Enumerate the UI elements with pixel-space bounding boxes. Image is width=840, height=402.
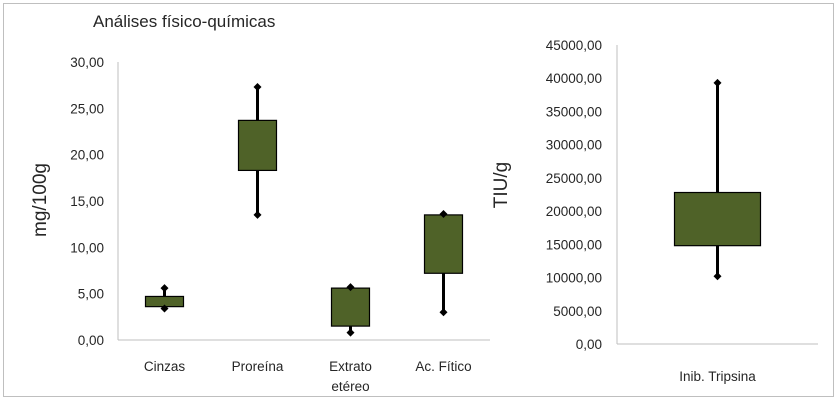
y-tick-label: 25000,00: [546, 171, 602, 186]
whisker-marker: [346, 328, 355, 337]
y-tick-label: 25,00: [70, 101, 104, 116]
box: [237, 119, 278, 172]
chart-trypsin-inhibitor: TIU/g 0,00 5000,00 10000,00 15000,00 20000,00…: [491, 38, 818, 384]
y-tick-label: 15000,00: [546, 237, 602, 252]
x-category-label: Cinzas: [144, 359, 186, 374]
whisker-marker: [713, 272, 722, 281]
box: [330, 287, 371, 327]
chart-title: Análises físico-químicas: [93, 12, 275, 31]
y-tick-label: 40000,00: [546, 71, 602, 86]
y-tick-label: 0,00: [78, 333, 104, 348]
whisker-marker: [346, 283, 355, 292]
x-category-label: Inib. Tripsina: [679, 369, 756, 384]
y-tick-label: 20,00: [70, 148, 104, 163]
whisker-marker: [253, 210, 262, 219]
y-tick-label: 35000,00: [546, 104, 602, 119]
box: [673, 191, 762, 247]
y-axis-label: TIU/g: [491, 162, 512, 208]
whisker-marker: [439, 209, 448, 218]
y-tick-label: 45000,00: [546, 38, 602, 53]
x-category-label: Extrato: [329, 359, 372, 374]
whisker-marker: [713, 78, 722, 87]
y-tick-label: 30,00: [70, 55, 104, 70]
x-category-label: Proreína: [232, 359, 284, 374]
whisker-marker: [439, 308, 448, 317]
x-category-label: etéreo: [331, 379, 369, 394]
y-tick-label: 5,00: [78, 287, 104, 302]
y-tick-label: 20000,00: [546, 204, 602, 219]
y-tick-label: 10000,00: [546, 271, 602, 286]
y-tick-label: 15,00: [70, 194, 104, 209]
y-tick-label: 0,00: [576, 337, 602, 352]
whisker-marker: [160, 284, 169, 293]
x-category-label: Ac. Fítico: [415, 359, 471, 374]
y-tick-label: 5000,00: [553, 304, 602, 319]
y-axis-label: mg/100g: [30, 163, 51, 237]
y-tick-label: 30000,00: [546, 138, 602, 153]
y-tick-label: 10,00: [70, 240, 104, 255]
box: [423, 214, 464, 274]
whisker-marker: [253, 83, 262, 92]
chart-physicochemical: Análises físico-químicas mg/100g 0,00 5,00 1…: [30, 12, 490, 394]
whisker-marker: [160, 304, 169, 313]
